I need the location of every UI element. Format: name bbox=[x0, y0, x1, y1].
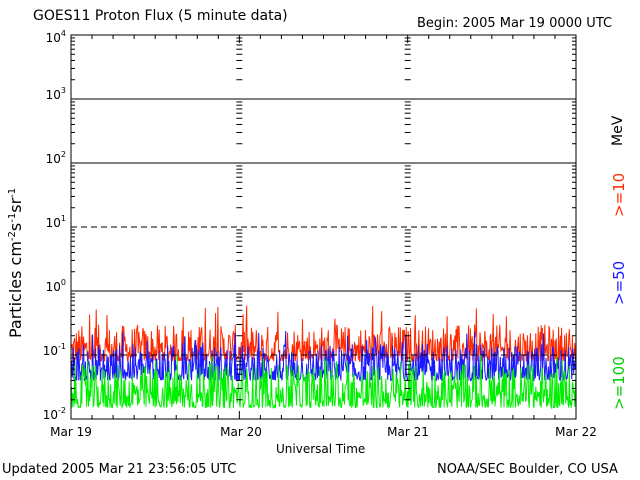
updated-timestamp: Updated 2005 Mar 21 23:56:05 UTC bbox=[2, 462, 237, 477]
plot-frame bbox=[70, 34, 577, 420]
chart-title: GOES11 Proton Flux (5 minute data) bbox=[33, 8, 288, 24]
y-tick-label: 103 bbox=[45, 86, 66, 102]
y-tick-label: 101 bbox=[45, 214, 66, 230]
x-tick-label: Mar 21 bbox=[387, 425, 429, 439]
legend-label-100mev: >=100 bbox=[610, 356, 628, 410]
y-tick-label: 10-1 bbox=[42, 342, 66, 358]
begin-label: Begin: 2005 Mar 19 0000 UTC bbox=[417, 16, 613, 31]
x-tick-label: Mar 19 bbox=[50, 425, 92, 439]
x-tick-label: Mar 20 bbox=[220, 425, 262, 439]
source-credit: NOAA/SEC Boulder, CO USA bbox=[437, 462, 618, 477]
legend-label-10mev: >=10 bbox=[610, 172, 628, 217]
y-tick-label: 10-2 bbox=[42, 406, 66, 422]
series-line-2 bbox=[70, 355, 577, 410]
y-tick-label: 100 bbox=[45, 278, 66, 294]
series-line-0 bbox=[70, 305, 577, 363]
y-axis-label: Particles cm-2s-1sr-1 bbox=[6, 187, 25, 338]
x-tick-label: Mar 22 bbox=[555, 425, 597, 439]
legend-label-50mev: >=50 bbox=[610, 260, 628, 305]
unit-label: MeV bbox=[610, 115, 626, 146]
y-tick-label: 102 bbox=[45, 150, 66, 166]
x-axis-label: Universal Time bbox=[276, 442, 366, 456]
y-tick-label: 104 bbox=[45, 29, 66, 45]
